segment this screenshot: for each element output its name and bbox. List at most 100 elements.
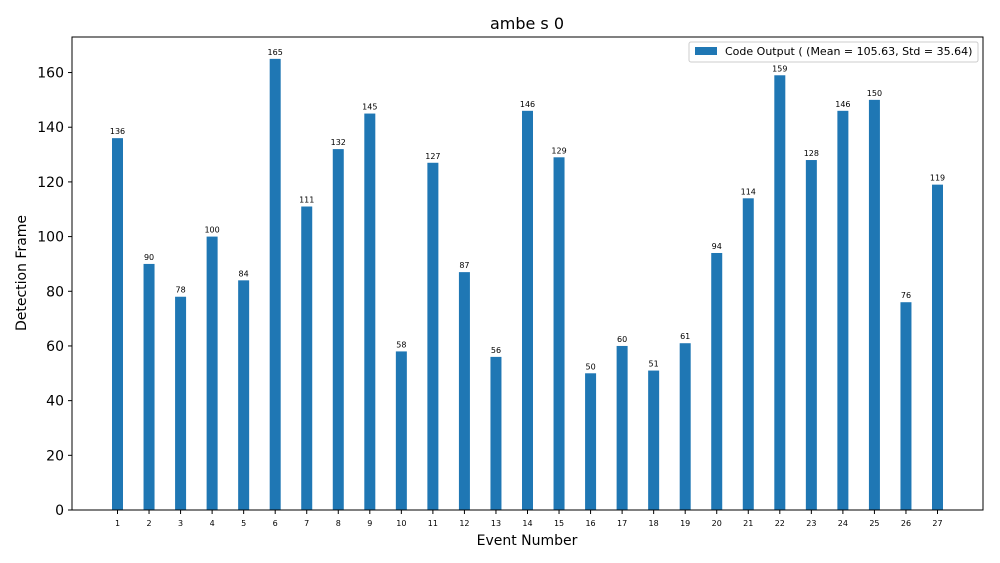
bar-event-24 <box>837 110 849 510</box>
x-axis: 1 2 3 4 5 6 7 8 9 10 11 12 13 14 15 16 17 18 19 20 21 22 23 24 2… <box>115 510 943 528</box>
x-tick-label-12: 12 <box>459 519 469 528</box>
plot-frame <box>71 36 984 511</box>
y-tick-label-40: 40 <box>46 394 64 410</box>
bar-event-14 <box>522 110 533 510</box>
x-tick-label-13: 13 <box>491 519 501 528</box>
data-label-event-15: 129 <box>551 146 566 155</box>
data-label-event-9: 145 <box>362 103 377 112</box>
chart-title: ambe s 0 <box>490 14 564 33</box>
x-tick-label-6: 6 <box>273 519 278 528</box>
data-label-event-11: 127 <box>425 152 440 161</box>
x-tick-label-8: 8 <box>336 519 341 528</box>
y-tick-label-0: 0 <box>55 503 64 519</box>
bar-event-16 <box>585 373 597 510</box>
x-tick-label-1: 1 <box>115 519 120 528</box>
data-label-event-26: 76 <box>901 291 911 300</box>
data-label-event-27: 119 <box>930 174 945 183</box>
data-label-event-7: 111 <box>299 196 314 205</box>
bar-event-9 <box>364 113 376 511</box>
data-label-event-17: 60 <box>617 335 627 344</box>
legend: Code Output ( (Mean = 105.63, Std = 35.6… <box>688 41 979 63</box>
x-tick-label-7: 7 <box>304 519 309 528</box>
data-label-event-3: 78 <box>175 286 185 295</box>
bar-event-8 <box>332 149 344 510</box>
x-tick-label-20: 20 <box>712 519 722 528</box>
x-tick-label-2: 2 <box>146 519 151 528</box>
bar-event-17 <box>616 345 628 510</box>
y-tick-label-20: 20 <box>46 448 64 464</box>
x-tick-label-22: 22 <box>775 519 785 528</box>
data-label-event-18: 51 <box>649 360 659 369</box>
y-tick-label-60: 60 <box>46 339 64 355</box>
x-tick-label-3: 3 <box>178 519 183 528</box>
data-label-event-20: 94 <box>712 242 722 251</box>
data-label-event-8: 132 <box>331 138 346 147</box>
x-tick-label-24: 24 <box>838 519 848 528</box>
x-tick-label-10: 10 <box>396 519 406 528</box>
x-tick-label-9: 9 <box>367 519 372 528</box>
bar-event-25 <box>868 99 880 510</box>
bars-group <box>112 58 943 511</box>
bar-event-4 <box>206 236 218 510</box>
x-tick-label-5: 5 <box>241 519 246 528</box>
x-tick-label-23: 23 <box>806 519 816 528</box>
bar-event-15 <box>553 157 565 511</box>
data-label-event-25: 150 <box>867 89 882 98</box>
data-label-event-12: 87 <box>459 261 469 270</box>
x-tick-label-21: 21 <box>743 519 753 528</box>
data-label-event-24: 146 <box>835 100 850 109</box>
y-tick-label-80: 80 <box>46 284 64 300</box>
x-tick-label-19: 19 <box>680 519 690 528</box>
data-label-event-23: 128 <box>804 149 819 158</box>
data-label-event-22: 159 <box>772 64 787 73</box>
bar-event-21 <box>742 198 754 510</box>
data-label-event-4: 100 <box>204 226 219 235</box>
x-tick-label-26: 26 <box>901 519 911 528</box>
data-label-event-5: 84 <box>239 269 249 278</box>
x-tick-label-25: 25 <box>869 519 879 528</box>
x-tick-label-14: 14 <box>522 519 532 528</box>
bar-event-7 <box>301 206 313 510</box>
bar-event-6 <box>269 58 281 511</box>
bar-event-2 <box>143 263 155 510</box>
bar-event-13 <box>490 356 502 510</box>
data-label-event-6: 165 <box>268 48 283 57</box>
legend-swatch <box>695 47 717 55</box>
bar-event-20 <box>711 252 723 511</box>
y-tick-label-160: 160 <box>37 66 64 82</box>
data-label-event-13: 56 <box>491 346 501 355</box>
bar-event-19 <box>679 343 691 510</box>
bar-event-3 <box>175 296 187 510</box>
bar-event-5 <box>238 280 250 510</box>
y-axis-label: Detection Frame <box>14 215 30 331</box>
data-label-event-21: 114 <box>741 187 756 196</box>
y-axis: 0 20 40 60 80 100 120 140 160 <box>37 66 72 519</box>
bar-event-27 <box>932 184 943 510</box>
legend-entry-code-output: Code Output ( (Mean = 105.63, Std = 35.6… <box>725 45 972 58</box>
bar-event-18 <box>648 370 660 510</box>
x-axis-label: Event Number <box>477 533 578 549</box>
x-tick-label-18: 18 <box>649 519 659 528</box>
x-tick-label-11: 11 <box>428 519 438 528</box>
x-tick-label-15: 15 <box>554 519 564 528</box>
bar-event-12 <box>458 272 470 510</box>
data-label-event-14: 146 <box>520 100 535 109</box>
bar-event-1 <box>112 138 123 510</box>
bar-event-22 <box>774 75 786 510</box>
x-tick-label-16: 16 <box>585 519 595 528</box>
data-label-event-1: 136 <box>110 127 125 136</box>
y-tick-label-140: 140 <box>37 120 64 136</box>
data-labels-group: 136 90 78 100 84 165 111 132 145 58 127 87 56 146 129 5… <box>110 48 945 371</box>
bar-event-11 <box>427 162 439 510</box>
data-label-event-16: 50 <box>585 362 595 371</box>
x-tick-label-17: 17 <box>617 519 627 528</box>
x-tick-label-4: 4 <box>210 519 215 528</box>
y-tick-label-100: 100 <box>37 230 64 246</box>
bar-event-26 <box>900 302 912 510</box>
data-label-event-2: 90 <box>144 253 154 262</box>
data-label-event-10: 58 <box>396 340 406 349</box>
y-tick-label-120: 120 <box>37 175 64 191</box>
data-label-event-19: 61 <box>680 332 690 341</box>
bar-event-23 <box>805 160 817 510</box>
